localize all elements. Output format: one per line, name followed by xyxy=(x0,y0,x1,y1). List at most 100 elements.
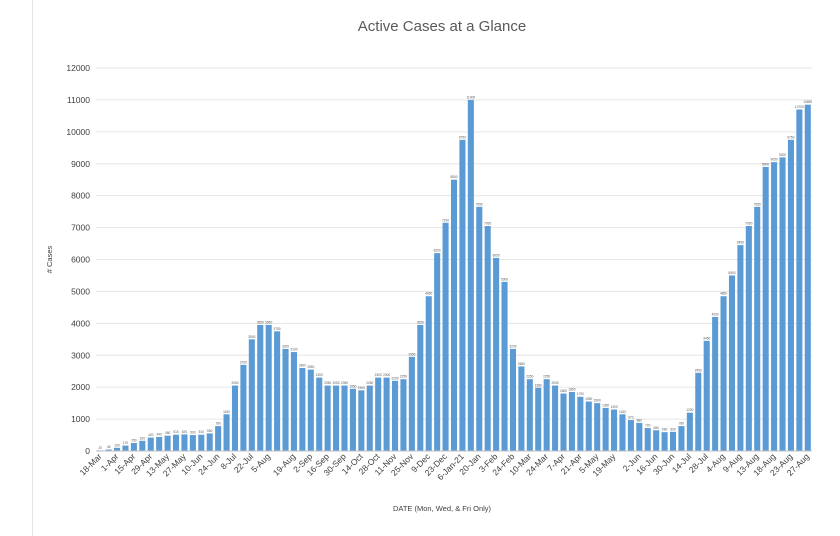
bar-data-label: 7050 xyxy=(745,221,752,225)
bar-data-label: 510 xyxy=(173,430,179,434)
bar xyxy=(577,396,584,451)
bar xyxy=(172,434,180,451)
bar xyxy=(375,377,382,451)
bar-data-label: 3950 xyxy=(417,320,424,324)
bar xyxy=(442,222,449,451)
x-tick-label: 5-Aug xyxy=(249,451,272,474)
bar-data-label: 2050 xyxy=(341,381,348,385)
bar xyxy=(316,377,323,451)
bar xyxy=(720,296,727,451)
bar-data-label: 2550 xyxy=(307,365,314,369)
bar-data-label: 250 xyxy=(131,439,137,443)
bar-data-label: 6450 xyxy=(737,241,744,245)
bar xyxy=(552,385,559,451)
bar xyxy=(223,414,230,451)
bar-data-label: 2600 xyxy=(299,364,306,368)
bar-data-label: 2300 xyxy=(383,373,390,377)
bar xyxy=(804,104,811,452)
bar-data-label: 3500 xyxy=(248,335,255,339)
bar xyxy=(181,434,188,451)
bar-data-label: 2250 xyxy=(543,375,550,379)
bar xyxy=(754,206,761,451)
bar-data-label: 2650 xyxy=(518,362,525,366)
bar-data-label: 2050 xyxy=(552,381,559,385)
bar-data-label: 6200 xyxy=(434,249,441,253)
bar-data-label: 7150 xyxy=(442,218,449,222)
y-tick-label: 10000 xyxy=(66,127,90,137)
bar-data-label: 480 xyxy=(165,431,171,435)
bar-data-label: 520 xyxy=(182,430,188,434)
bar xyxy=(796,109,803,451)
bar xyxy=(139,440,146,451)
bar xyxy=(712,316,719,451)
bar-data-label: 2050 xyxy=(324,381,331,385)
y-tick-label: 2000 xyxy=(71,382,90,392)
bar-data-label: 2300 xyxy=(375,373,382,377)
x-axis-label: DATE (Mon, Wed, & Fri Only) xyxy=(393,504,492,513)
bar-data-label: 320 xyxy=(140,436,146,440)
bar-data-label: 10850 xyxy=(803,100,812,104)
bar xyxy=(787,139,794,451)
bar xyxy=(476,206,483,451)
y-tick-label: 6000 xyxy=(71,255,90,265)
bar xyxy=(627,420,634,451)
bar xyxy=(274,331,281,451)
bar xyxy=(661,432,668,451)
bar xyxy=(349,388,356,451)
bar-data-label: 1350 xyxy=(602,403,609,407)
bar xyxy=(560,393,567,451)
bar-data-label: 9200 xyxy=(779,153,786,157)
bar-data-label: 7650 xyxy=(476,202,483,206)
bar xyxy=(762,166,769,452)
bar-data-label: 1550 xyxy=(585,397,592,401)
bar xyxy=(164,435,171,451)
bar-data-label: 780 xyxy=(679,422,685,426)
bar-data-label: 1800 xyxy=(560,389,567,393)
bar xyxy=(341,385,348,451)
bar xyxy=(215,426,222,451)
bar-data-label: 2200 xyxy=(391,376,398,380)
bar xyxy=(636,422,643,451)
bar-data-label: 5300 xyxy=(501,277,508,281)
bar xyxy=(206,433,213,451)
bar xyxy=(231,385,239,451)
y-tick-label: 12000 xyxy=(66,63,90,73)
bar xyxy=(299,368,306,451)
bar xyxy=(417,324,424,451)
y-tick-label: 5000 xyxy=(71,286,90,296)
bar xyxy=(156,436,163,451)
bar xyxy=(459,139,466,451)
bar xyxy=(307,369,314,451)
bar xyxy=(114,447,121,451)
bar-data-label: 4200 xyxy=(712,312,719,316)
bar xyxy=(703,340,710,451)
bar-data-label: 8900 xyxy=(762,162,769,166)
bar-data-label: 170 xyxy=(123,441,129,445)
bar xyxy=(282,348,289,451)
bar-data-label: 9750 xyxy=(459,135,466,139)
bar-data-label: 100 xyxy=(114,443,120,447)
bar xyxy=(147,437,154,451)
bar-data-label: 1900 xyxy=(358,386,365,390)
bar xyxy=(678,426,685,451)
bar-data-label: 590 xyxy=(662,428,668,432)
bar-data-label: 20 xyxy=(98,446,102,450)
bar xyxy=(400,379,407,451)
bar xyxy=(425,296,432,451)
bar xyxy=(695,372,702,451)
bar-data-label: 2300 xyxy=(316,373,323,377)
y-tick-label: 4000 xyxy=(71,318,90,328)
bar-data-label: 550 xyxy=(207,429,213,433)
bar xyxy=(130,443,137,451)
y-tick-label: 3000 xyxy=(71,350,90,360)
bar-data-label: 5500 xyxy=(728,271,735,275)
bar-data-label: 1850 xyxy=(568,387,575,391)
bar xyxy=(189,435,196,451)
bar xyxy=(450,179,458,452)
bar-data-label: 1500 xyxy=(594,399,601,403)
bar xyxy=(122,445,129,451)
bar-data-label: 2250 xyxy=(526,375,533,379)
y-tick-label: 0 xyxy=(85,446,90,456)
bar-data-label: 880 xyxy=(637,418,643,422)
